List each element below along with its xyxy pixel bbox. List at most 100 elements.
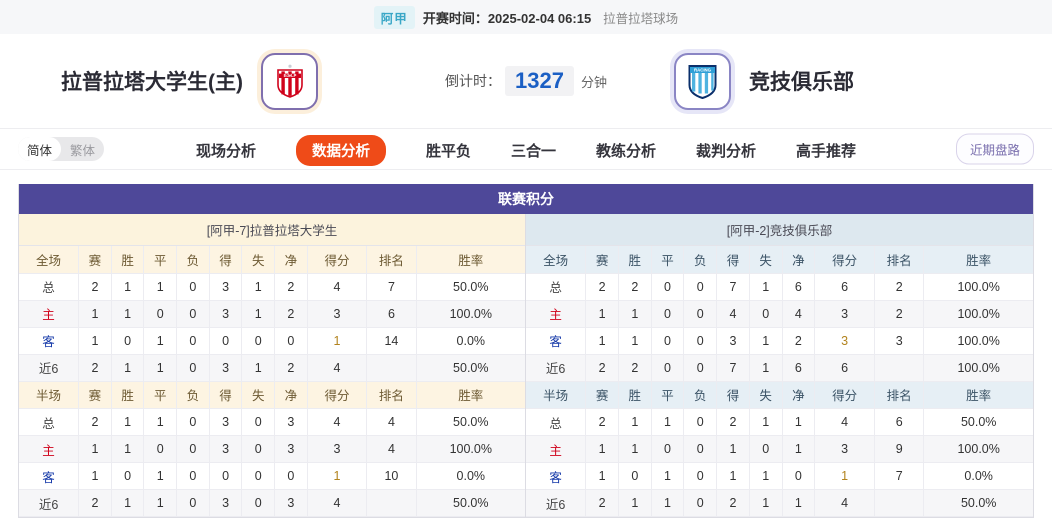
table-cell: 14 [366,327,417,355]
tab-expert-picks[interactable]: 高手推荐 [796,142,857,160]
estudiantes-crest-icon: EdeLP [276,64,303,98]
league-tag[interactable]: 阿甲 [373,5,415,29]
language-toggle[interactable]: 简体 繁体 [18,137,105,161]
table-cell: 100.0% [416,300,525,328]
tab-referee-analysis[interactable]: 裁判分析 [696,142,757,160]
table-cell: 0 [176,354,210,382]
table-cell: 7 [366,273,417,301]
table-cell: 4 [366,435,417,463]
row-label: 总 [19,408,80,436]
table-cell: 4 [814,489,875,517]
row-label: 主 [526,435,587,463]
column-header: 排名 [366,246,417,274]
standings-title: 联赛积分 [19,184,1033,214]
table-cell: 1 [814,462,875,490]
tab-data-analysis[interactable]: 数据分析 [295,134,386,166]
table-cell: 1 [241,300,276,328]
svg-text:RACING: RACING [694,67,712,72]
column-header: 排名 [874,381,925,409]
table-cell: 3 [209,408,243,436]
venue-name: 拉普拉塔球场 [603,11,679,26]
table-cell: 2 [618,354,652,382]
table-cell: 0 [176,408,210,436]
right-fulltime-table: 全场赛胜平负得失净得分 排名 胜率 总 2 2 0 0 7 1 6 6 2 100.0% 主 1 1 0 0 4 0 4… [526,246,1033,382]
column-header: 赛 [78,246,112,274]
table-cell: 2 [78,408,112,436]
row-label: 主 [526,300,587,328]
match-header: 拉普拉塔大学生(主) EdeLP 倒计时： 1327 分钟 [0,34,1052,128]
table-cell: 0 [683,489,718,517]
table-cell: 50.0% [923,408,1033,436]
column-header: 负 [683,246,718,274]
table-cell: 0 [176,489,210,517]
table-header-row: 全场赛胜平负得失净得分 排名 胜率 [19,246,525,274]
table-cell: 1 [585,462,619,490]
table-cell: 1 [111,300,145,328]
tab-coach-analysis[interactable]: 教练分析 [596,142,657,160]
tab-three-in-one[interactable]: 三合一 [510,142,556,160]
column-header: 胜 [111,381,145,409]
table-cell: 50.0% [416,489,525,517]
table-cell: 1 [749,408,783,436]
table-cell: 100.0% [923,327,1033,355]
table-cell: 2 [78,489,112,517]
home-team-block[interactable]: 拉普拉塔大学生(主) EdeLP [0,52,330,110]
lang-simplified-button[interactable]: 简体 [18,137,62,161]
table-cell: 1 [241,354,276,382]
column-header: 排名 [874,246,925,274]
away-team-block[interactable]: RACING 竞技俱乐部 [662,34,992,128]
table-cell: 3 [209,354,243,382]
row-label: 总 [526,408,587,436]
table-cell: 2 [78,273,112,301]
table-cell: 0 [241,327,276,355]
tab-live-analysis[interactable]: 现场分析 [195,142,256,160]
table-row: 总 2 1 1 0 2 1 1 4 6 50.0% [526,408,1033,436]
table-cell: 3 [274,489,308,517]
tab-win-draw-loss[interactable]: 胜平负 [425,142,471,160]
table-cell: 7 [716,273,750,301]
row-label: 总 [19,273,80,301]
column-header: 得 [716,381,750,409]
table-cell: 0 [176,300,210,328]
table-cell: 100.0% [416,435,525,463]
column-header: 半场 [19,381,80,409]
column-header: 失 [241,381,276,409]
lang-traditional-button[interactable]: 繁体 [70,143,96,158]
table-cell: 3 [874,327,925,355]
column-header: 胜 [618,246,652,274]
table-header-row: 半场赛胜平负得失净得分 排名 胜率 [19,381,525,409]
left-fulltime-table: 全场赛胜平负得失净得分 排名 胜率 总 2 1 1 0 3 1 2 4 7 50.0% 主 1 1 0 0 3 1 2 3… [19,246,525,382]
table-cell: 1 [749,327,783,355]
table-cell: 0 [143,435,178,463]
row-label: 主 [19,435,80,463]
table-cell: 1 [111,408,145,436]
table-cell: 4 [307,354,368,382]
table-cell: 100.0% [923,354,1033,382]
table-cell: 2 [874,300,925,328]
table-row: 近6 2 2 0 0 7 1 6 6 100.0% [526,354,1033,382]
table-cell: 1 [716,435,750,463]
table-row: 客 1 1 0 0 3 1 2 3 3 100.0% [526,327,1033,355]
racing-crest-icon: RACING [688,64,717,99]
table-cell: 4 [716,300,750,328]
table-cell: 100.0% [923,300,1033,328]
table-cell: 0 [241,489,276,517]
column-header: 赛 [78,381,112,409]
row-label: 客 [526,327,587,355]
table-cell: 0 [749,300,783,328]
table-cell: 0 [749,435,783,463]
table-cell: 0 [241,435,276,463]
recent-odds-button[interactable]: 近期盘路 [955,133,1034,165]
table-cell: 1 [78,300,112,328]
table-row: 总 2 1 1 0 3 1 2 4 7 50.0% [19,273,525,301]
table-row: 客 1 0 1 0 0 0 0 1 14 0.0% [19,327,525,355]
row-label: 总 [526,273,587,301]
column-header: 净 [782,381,816,409]
table-cell: 3 [814,327,875,355]
table-cell: 0 [683,462,718,490]
table-cell: 1 [651,489,685,517]
column-header: 得分 [814,381,875,409]
table-cell: 0 [176,462,210,490]
table-cell: 3 [307,300,368,328]
table-cell: 0 [176,273,210,301]
